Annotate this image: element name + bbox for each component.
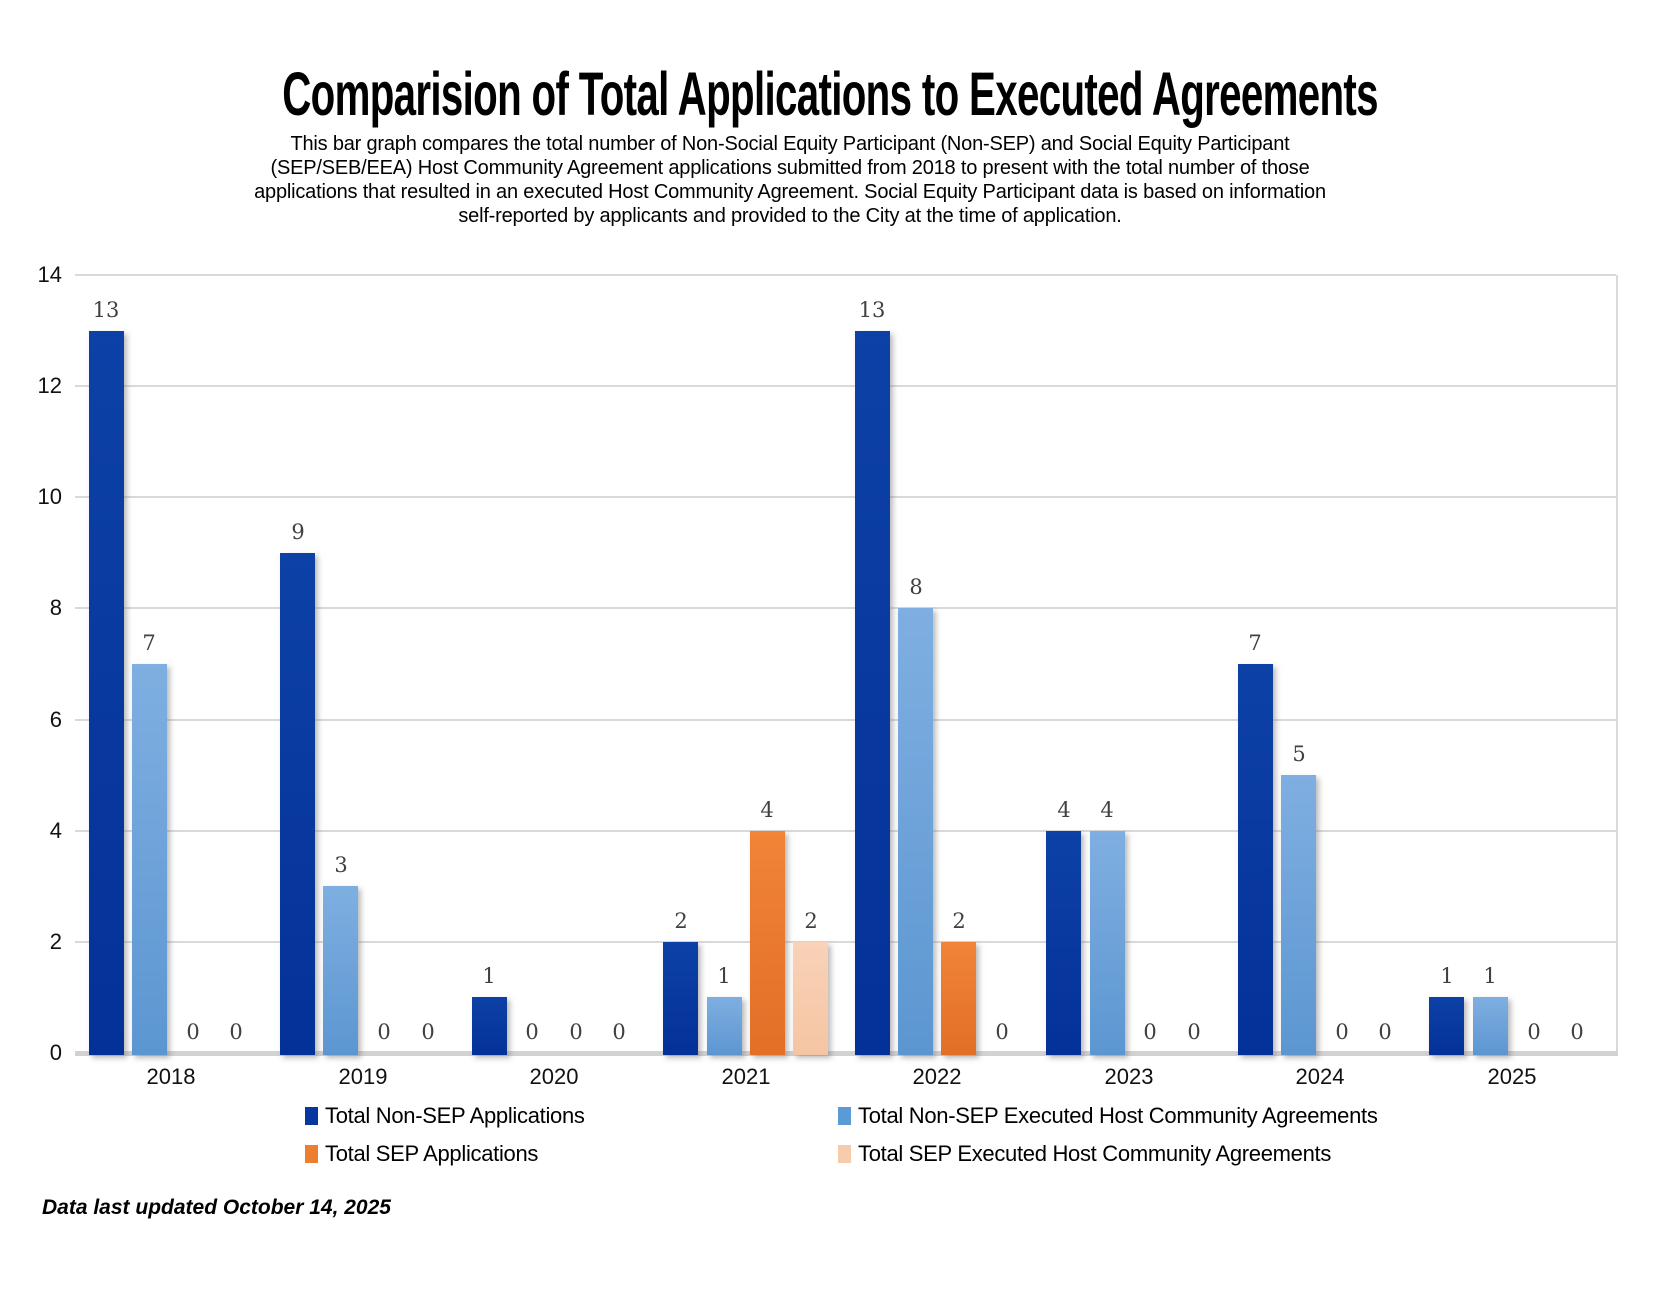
bar-value-label: 0 [377, 1020, 391, 1044]
gridline-y8 [75, 607, 1616, 609]
y-axis-tick-label: 2 [49, 929, 62, 954]
bar-value-label: 8 [909, 575, 923, 599]
category-label-2025: 2025 [1487, 1064, 1537, 1089]
bar-2021-series1 [663, 942, 698, 1055]
category-label-2019: 2019 [338, 1064, 388, 1089]
chart-subtitle: This bar graph compares the total number… [0, 132, 1580, 228]
bar-value-label: 2 [804, 909, 818, 933]
bar-value-label: 1 [717, 964, 731, 988]
legend-swatch-icon [305, 1145, 318, 1163]
legend-item: Total Non-SEP Applications [305, 1104, 585, 1128]
bar-value-label: 0 [1378, 1020, 1392, 1044]
bar-2021-series4 [793, 942, 828, 1055]
bar-2021-series2 [707, 997, 742, 1055]
bar-value-label: 9 [291, 520, 305, 544]
chart-title-wrap: Comparision of Total Applications to Exe… [0, 62, 1580, 126]
bar-2023-series2 [1090, 831, 1125, 1055]
gridline-y10 [75, 496, 1616, 498]
bar-2024-series2 [1281, 775, 1316, 1055]
gridline-y2 [75, 941, 1616, 943]
bar-value-label: 0 [569, 1020, 583, 1044]
bar-2019-series2 [323, 886, 358, 1055]
legend-item: Total Non-SEP Executed Host Community Ag… [838, 1104, 1378, 1128]
bar-value-label: 0 [1187, 1020, 1201, 1044]
bar-2022-series2 [898, 608, 933, 1055]
y-axis-tick-label: 0 [49, 1040, 62, 1065]
category-label-2023: 2023 [1104, 1064, 1154, 1089]
bar-value-label: 0 [525, 1020, 539, 1044]
gridline-y12 [75, 385, 1616, 387]
y-axis-tick-label: 10 [37, 484, 62, 509]
category-label-2018: 2018 [146, 1064, 196, 1089]
bar-value-label: 4 [1100, 798, 1114, 822]
bar-2022-series1 [855, 331, 890, 1055]
bar-value-label: 0 [1570, 1020, 1584, 1044]
bar-value-label: 5 [1292, 742, 1306, 766]
last-updated-note: Data last updated October 14, 2025 [42, 1196, 391, 1219]
bar-2022-series3 [941, 942, 976, 1055]
gridline-y6 [75, 719, 1616, 721]
legend-swatch-icon [305, 1107, 318, 1125]
bar-value-label: 1 [482, 964, 496, 988]
bar-value-label: 7 [1248, 631, 1262, 655]
category-label-2021: 2021 [721, 1064, 771, 1089]
category-label-2024: 2024 [1295, 1064, 1345, 1089]
legend-swatch-icon [838, 1145, 851, 1163]
y-axis-tick-label: 12 [37, 373, 62, 398]
bar-value-label: 0 [1143, 1020, 1157, 1044]
y-axis-tick-label: 4 [49, 818, 62, 843]
bar-value-label: 0 [186, 1020, 200, 1044]
category-label-2022: 2022 [912, 1064, 962, 1089]
legend-item: Total SEP Applications [305, 1142, 538, 1166]
x-axis-line [75, 1051, 1618, 1056]
bar-value-label: 1 [1483, 964, 1497, 988]
legend-label: Total SEP Applications [325, 1141, 539, 1166]
bar-value-label: 13 [92, 298, 120, 322]
bar-value-label: 0 [421, 1020, 435, 1044]
bar-value-label: 2 [674, 909, 688, 933]
legend-label: Total SEP Executed Host Community Agreem… [858, 1141, 1332, 1166]
bar-value-label: 2 [952, 909, 966, 933]
legend-item: Total SEP Executed Host Community Agreem… [838, 1142, 1331, 1166]
bar-2025-series2 [1473, 997, 1508, 1055]
bar-value-label: 1 [1440, 964, 1454, 988]
y-axis-tick-label: 6 [49, 707, 62, 732]
gridline-y14 [75, 274, 1616, 276]
bar-value-label: 0 [229, 1020, 243, 1044]
bar-value-label: 0 [1335, 1020, 1349, 1044]
legend-swatch-icon [838, 1107, 851, 1125]
bar-2019-series1 [280, 553, 315, 1055]
bar-value-label: 3 [334, 853, 348, 877]
subtitle-line: applications that resulted in an execute… [254, 181, 1326, 203]
y-axis-tick-label: 8 [49, 595, 62, 620]
bar-value-label: 0 [995, 1020, 1009, 1044]
bar-value-label: 13 [858, 298, 886, 322]
bar-2025-series1 [1429, 997, 1464, 1055]
bar-2023-series1 [1046, 831, 1081, 1055]
legend-label: Total Non-SEP Applications [325, 1103, 585, 1128]
subtitle-line: self-reported by applicants and provided… [458, 205, 1122, 227]
bar-value-label: 7 [142, 631, 156, 655]
bar-2024-series1 [1238, 664, 1273, 1055]
chart-title: Comparision of Total Applications to Exe… [282, 60, 1378, 128]
bar-value-label: 4 [1057, 798, 1071, 822]
bar-2021-series3 [750, 831, 785, 1055]
y-axis-tick-label: 14 [37, 262, 62, 287]
category-label-2020: 2020 [529, 1064, 579, 1089]
bar-value-label: 4 [760, 798, 774, 822]
subtitle-line: This bar graph compares the total number… [290, 133, 1290, 155]
bar-2020-series1 [472, 997, 507, 1055]
subtitle-line: (SEP/SEB/EEA) Host Community Agreement a… [270, 157, 1310, 179]
bar-value-label: 0 [612, 1020, 626, 1044]
bar-value-label: 0 [1527, 1020, 1541, 1044]
bar-2018-series2 [132, 664, 167, 1055]
bar-2018-series1 [89, 331, 124, 1055]
gridline-y4 [75, 830, 1616, 832]
legend-label: Total Non-SEP Executed Host Community Ag… [858, 1103, 1378, 1128]
plot-right-border [1616, 275, 1618, 1053]
